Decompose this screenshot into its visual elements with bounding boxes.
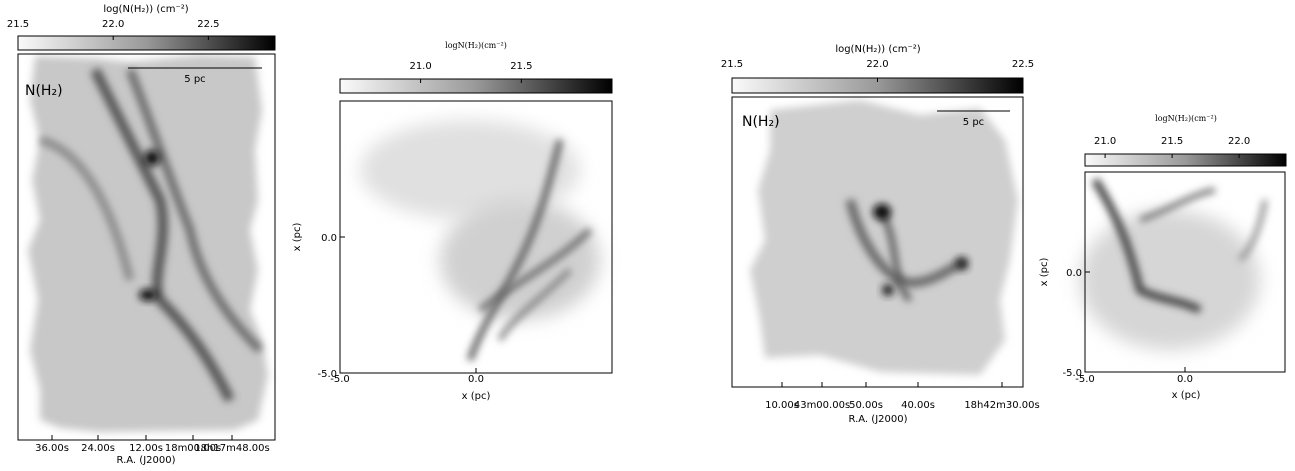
map-image xyxy=(750,100,1018,375)
colorbar-tick-label: 22.0 xyxy=(1228,136,1250,147)
x-tick-label: 10.00s xyxy=(765,400,799,411)
map-image xyxy=(1080,177,1268,350)
x-tick-label: 0.0 xyxy=(1177,374,1193,385)
colorbar-tick-label: 21.5 xyxy=(7,19,29,30)
x-tick-label: 12.00s xyxy=(129,443,163,454)
scale-bar-label: 5 pc xyxy=(963,117,984,128)
x-tick-label: 18h42m30.00s xyxy=(964,400,1039,411)
colorbar-label: logN(H₂)(cm⁻²) xyxy=(445,41,507,50)
x-tick-label: 40.00s xyxy=(901,400,935,411)
colorbar-label: logN(H₂)(cm⁻²) xyxy=(1155,114,1217,123)
x-axis-label: R.A. (J2000) xyxy=(117,455,176,466)
x-axis-label: R.A. (J2000) xyxy=(849,414,908,425)
colorbar xyxy=(339,78,613,94)
map-image xyxy=(360,120,600,361)
map-image xyxy=(28,55,268,432)
colorbar-tick-label: 22.0 xyxy=(102,19,124,30)
map-annotation: N(H₂) xyxy=(25,83,63,99)
y-axis-label: x (pc) xyxy=(292,223,303,252)
x-tick-label: 0.0 xyxy=(468,374,484,385)
y-tick-label: -5.0 xyxy=(1062,368,1082,379)
x-tick-label: -5.0 xyxy=(330,374,350,385)
x-tick-label: 18m00.00s xyxy=(165,443,221,454)
colorbar-tick-label: 21.0 xyxy=(1094,136,1116,147)
y-axis-label: x (pc) xyxy=(1039,258,1050,287)
x-tick-label: 50.00s xyxy=(849,400,883,411)
colorbar-tick-label: 22.5 xyxy=(1012,59,1034,70)
colorbar-tick-label: 22.5 xyxy=(197,19,219,30)
colorbar xyxy=(1084,153,1287,167)
x-tick-label: 24.00s xyxy=(81,443,115,454)
colorbar xyxy=(17,35,276,51)
y-tick-label: -5.0 xyxy=(317,369,337,380)
colorbar-tick-label: 21.0 xyxy=(409,61,431,72)
colorbar-tick-label: 22.0 xyxy=(866,59,888,70)
x-tick-label: -5.0 xyxy=(1075,374,1095,385)
y-tick-label: 0.0 xyxy=(1066,268,1082,279)
colorbar-tick-label: 21.5 xyxy=(1161,136,1183,147)
map-annotation: N(H₂) xyxy=(742,114,780,130)
scale-bar-label: 5 pc xyxy=(184,74,205,85)
colorbar-label: log(N(H₂)) (cm⁻²) xyxy=(103,4,188,15)
colorbar-tick-label: 21.5 xyxy=(510,61,532,72)
x-tick-label: 43m00.00s xyxy=(794,400,850,411)
y-tick-label: 0.0 xyxy=(321,233,337,244)
x-tick-label: 18h17m48.00s xyxy=(194,443,269,454)
x-axis-label: x (pc) xyxy=(1172,390,1201,401)
map-frame xyxy=(731,96,1024,388)
x-tick-label: 36.00s xyxy=(35,443,69,454)
colorbar-tick-label: 21.5 xyxy=(721,59,743,70)
colorbar-label: log(N(H₂)) (cm⁻²) xyxy=(835,44,920,55)
x-axis-label: x (pc) xyxy=(462,391,491,402)
